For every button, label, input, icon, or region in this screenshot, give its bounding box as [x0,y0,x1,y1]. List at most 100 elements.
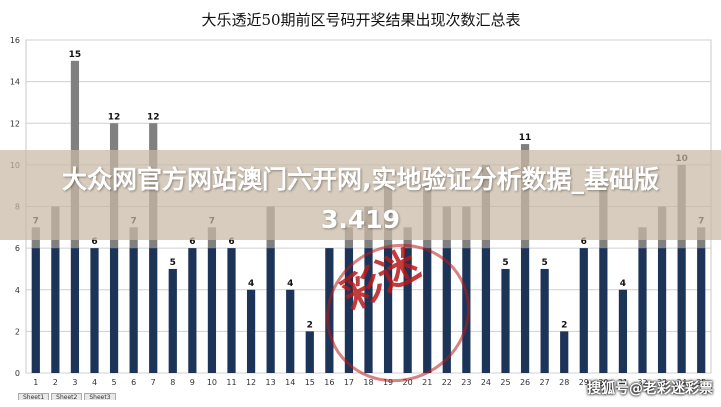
data-label: 4 [287,279,293,289]
y-tick-label: 12 [10,119,20,128]
bar-base [70,248,80,373]
bar-base [207,248,217,373]
bar [227,248,236,373]
x-tick-label: 18 [363,378,373,387]
x-tick-label: 27 [540,378,550,387]
data-label: 5 [170,258,176,268]
bar-base [638,248,647,373]
bar-base [51,248,60,373]
sheet-tab-bar: Sheet1 Sheet2 Sheet3 [0,393,116,401]
x-tick-label: 8 [170,378,175,387]
x-tick-label: 17 [344,378,354,387]
bar-base [266,248,275,373]
bar-base [423,248,432,373]
x-tick-label: 33 [657,378,667,387]
watermark-text: 搜狐号@老彩迷彩票 [587,381,713,397]
sheet-tab[interactable]: Sheet3 [84,393,116,401]
data-label: 6 [91,237,97,247]
x-tick-label: 34 [677,378,687,387]
data-label: 2 [561,320,567,330]
x-tick-label: 3 [72,378,77,387]
bar [188,248,197,373]
x-tick-label: 9 [190,378,195,387]
x-tick-label: 35 [696,378,706,387]
data-label: 15 [69,50,82,60]
bar-base [599,248,608,373]
bar-base [109,248,119,373]
y-tick-label: 4 [15,286,20,295]
y-tick-label: 2 [15,327,20,336]
bar [501,268,510,373]
x-tick-label: 5 [112,378,117,387]
y-tick-label: 16 [10,36,20,45]
x-tick-label: 31 [618,378,628,387]
data-label: 6 [581,237,587,247]
chart-title: 大乐透近50期前区号码开奖结果出现次数汇总表 [201,11,520,29]
y-tick-label: 6 [15,244,20,253]
bar [90,248,99,373]
bar [540,268,549,373]
bar-base [677,248,686,373]
data-label: 12 [147,112,160,122]
data-label: 4 [248,279,254,289]
data-label: 2 [307,320,313,330]
y-tick-label: 14 [10,78,20,87]
bar-base [129,248,138,373]
bar-base [364,248,373,373]
sheet-tab[interactable]: Sheet1 [18,393,50,401]
x-tick-label: 16 [324,378,334,387]
bar-base [657,248,667,373]
bar [325,248,334,373]
bar-base [697,248,706,373]
bar [246,289,256,373]
x-tick-label: 11 [226,378,236,387]
bar-base [31,248,40,373]
x-tick-label: 29 [579,378,589,387]
bar [168,268,177,373]
x-tick-label: 1 [33,378,38,387]
bar [305,331,314,373]
x-tick-label: 2 [53,378,58,387]
y-tick-label: 0 [15,369,20,378]
banner-text: 大众网官方网站澳门六开网,实地验证分析数据_基础版3.419 [62,165,659,234]
bar [286,289,295,373]
x-tick-label: 19 [383,378,393,387]
x-tick-label: 20 [403,378,413,387]
bar-base [149,248,158,373]
bar-base [442,248,451,373]
data-label: 12 [108,112,121,122]
x-tick-label: 25 [500,378,510,387]
x-tick-label: 26 [520,378,530,387]
x-tick-label: 13 [266,378,276,387]
x-tick-label: 4 [92,378,97,387]
data-label: 4 [620,279,626,289]
bar-base [344,248,354,373]
x-tick-label: 32 [637,378,647,387]
overlay-banner [0,150,721,240]
bar [560,331,569,373]
x-tick-label: 15 [305,378,315,387]
bar [579,248,588,373]
data-label: 11 [519,133,532,143]
sheet-tab[interactable]: Sheet2 [51,393,83,401]
bar-base [481,248,491,373]
data-label: 6 [228,237,234,247]
x-tick-label: 7 [151,378,156,387]
bar [618,289,628,373]
x-tick-label: 28 [559,378,569,387]
bar-base [383,248,393,373]
x-tick-label: 21 [422,378,432,387]
x-tick-label: 23 [461,378,471,387]
x-tick-label: 12 [246,378,256,387]
bar-base [462,248,471,373]
x-tick-label: 6 [131,378,136,387]
bar-base [520,248,530,373]
x-tick-label: 22 [442,378,452,387]
x-tick-label: 14 [285,378,295,387]
x-tick-label: 24 [481,378,491,387]
data-label: 6 [189,237,195,247]
bar-base [403,248,412,373]
data-label: 5 [502,258,508,268]
x-tick-label: 10 [207,378,217,387]
x-tick-label: 30 [598,378,608,387]
